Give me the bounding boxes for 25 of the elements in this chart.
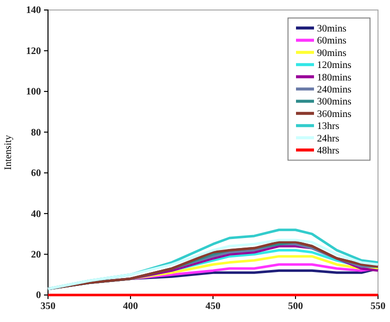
- y-tick-label: 140: [26, 5, 41, 16]
- legend-label: 300mins: [317, 96, 352, 108]
- y-tick-label: 20: [31, 249, 41, 260]
- legend-label: 24hrs: [317, 133, 340, 144]
- y-tick-label: 0: [36, 290, 41, 302]
- x-tick-label: 550: [370, 301, 386, 312]
- y-tick-label: 120: [26, 46, 41, 57]
- y-tick-label: 100: [26, 86, 41, 98]
- legend-label: 360mins: [317, 108, 352, 120]
- x-tick-label: 350: [40, 301, 56, 312]
- y-tick-label: 40: [31, 208, 41, 220]
- legend-label: 60mins: [317, 36, 347, 47]
- x-tick-label: 400: [123, 301, 138, 312]
- x-tick-label: 450: [206, 301, 220, 312]
- x-tick-label: 500: [288, 301, 303, 312]
- legend-label: 120mins: [317, 60, 352, 72]
- legend-label: 48hrs: [317, 146, 340, 156]
- legend-label: 30mins: [317, 24, 347, 34]
- y-axis-title: Intensity: [3, 135, 14, 170]
- y-tick-label: 60: [31, 168, 41, 180]
- legend-label: 180mins: [317, 72, 352, 84]
- legend-label: 90mins: [317, 48, 347, 59]
- y-tick-label: 80: [31, 127, 41, 138]
- legend-label: 13hrs: [317, 121, 340, 132]
- legend-label: 240mins: [317, 84, 352, 96]
